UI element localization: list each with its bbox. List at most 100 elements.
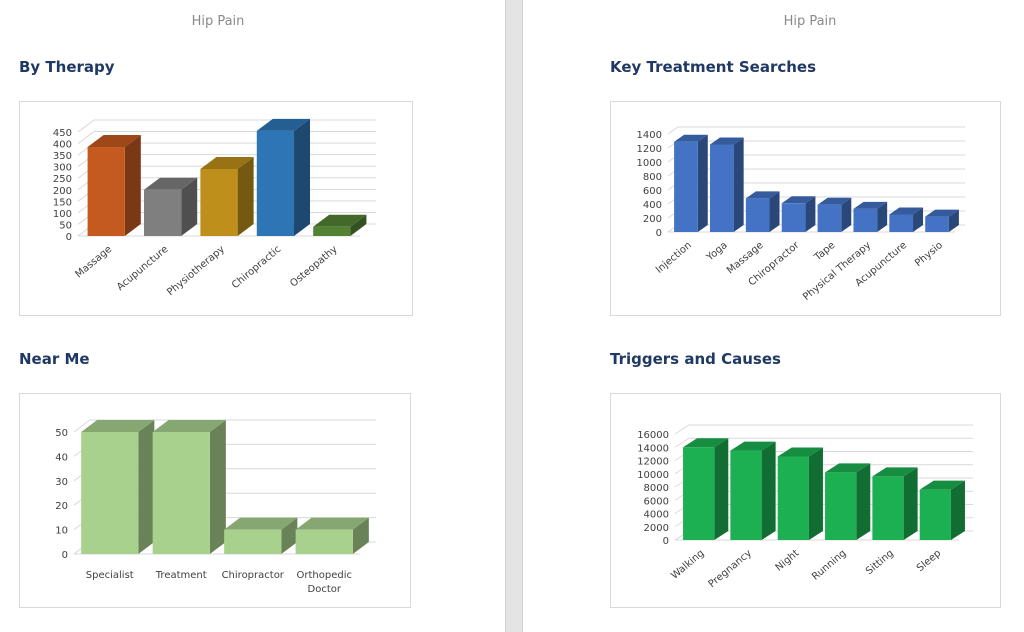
bar-top: [256, 118, 311, 131]
bar-front: [872, 476, 904, 540]
bar-top: [674, 134, 708, 142]
bar-pregnancy: [730, 441, 776, 540]
x-tick-label: Specialist: [86, 570, 134, 581]
bar-top: [313, 214, 367, 227]
bar-side: [237, 156, 254, 236]
bar-top: [709, 137, 744, 145]
bar-physio: [925, 209, 959, 232]
chart-key-treatment-searches: 0 200 400 600 800 1000 1200 1400 Injection Yoga Ma…: [610, 101, 1001, 316]
x-tick-label: Sleep: [915, 548, 943, 574]
bar-side: [714, 438, 729, 540]
gridline-side: [73, 419, 91, 433]
bar-night: [777, 447, 823, 540]
x-tick-label: Orthopedic: [297, 570, 352, 581]
bar-side: [950, 480, 965, 540]
bar-side: [209, 420, 226, 554]
bar-top: [152, 420, 226, 432]
gridline-side: [77, 119, 95, 133]
bar-physical-therapy: [853, 201, 888, 232]
bar-front: [825, 472, 857, 540]
bar-chiropractor: [224, 517, 298, 554]
x-tick-label: Physical Therapy: [801, 240, 873, 303]
bar-top: [683, 438, 729, 448]
y-tick-label: 4000: [644, 510, 669, 521]
bar-sitting: [872, 467, 918, 540]
bar-running: [825, 463, 871, 540]
bar-top: [143, 177, 198, 190]
y-tick-label: 16000: [637, 430, 669, 441]
page-header-title: Hip Pain: [191, 14, 245, 29]
bar-top: [872, 467, 918, 477]
y-tick-label: 10000: [637, 470, 669, 481]
x-tick-label: Chiropractic: [230, 244, 283, 291]
y-tick-label: 12000: [637, 457, 669, 468]
x-tick-label: Running: [810, 548, 848, 583]
bar-front: [781, 203, 806, 232]
x-tick-label: Night: [774, 548, 802, 574]
x-tick-label: Yoga: [704, 240, 730, 264]
bar-top: [224, 517, 298, 530]
bar-front: [730, 450, 762, 540]
bar-front: [674, 141, 698, 232]
page-gutter-left-edge: [505, 0, 506, 632]
bar-top: [777, 447, 823, 457]
y-tick-label: 100: [53, 209, 72, 220]
bar-front: [853, 208, 878, 232]
bar-front: [200, 168, 238, 236]
bar-top: [853, 201, 888, 209]
x-tick-label: Physio: [913, 240, 945, 269]
chart-near-me: 0 10 20 30 40 50 Specialist Treatment Chiropract…: [19, 393, 411, 608]
bar-side: [808, 447, 823, 540]
bar-front: [152, 432, 210, 554]
bar-side: [769, 191, 780, 232]
x-tick-label: Walking: [669, 548, 706, 582]
gridline-side: [674, 437, 690, 448]
bar-specialist: [81, 420, 155, 554]
bar-side: [856, 463, 871, 540]
bar-walking: [683, 438, 729, 540]
bar-front: [817, 204, 842, 232]
y-tick-label: 6000: [644, 496, 669, 507]
bar-top: [730, 441, 776, 451]
document-page-left: Hip Pain By Therapy 0 50 100 150 200 250 300 35…: [0, 0, 505, 632]
bar-front: [256, 130, 295, 236]
bar-acupuncture: [143, 177, 198, 236]
bar-front: [143, 189, 182, 236]
bar-osteopathy: [313, 214, 367, 236]
triggers-and-causes-plot: 0 2000 4000 6000 8000 10000 12000 14000 16000 Wal…: [637, 424, 973, 590]
bar-massage: [87, 135, 141, 236]
chart-triggers-and-causes: 0 2000 4000 6000 8000 10000 12000 14000 16000 Wal…: [610, 393, 1001, 608]
y-tick-label: 1000: [637, 158, 662, 169]
x-tick-label: Tape: [812, 240, 838, 264]
y-tick-label: 350: [53, 151, 72, 162]
y-tick-label: 10: [55, 526, 68, 537]
y-tick-label: 150: [53, 197, 72, 208]
page-header-title: Hip Pain: [783, 14, 837, 29]
bar-side: [948, 209, 959, 232]
bar-front: [919, 489, 951, 540]
bar-top: [81, 420, 155, 432]
y-tick-label: 50: [59, 220, 72, 231]
bar-front: [313, 226, 351, 236]
y-tick-label: 0: [62, 550, 68, 561]
bar-side: [281, 517, 298, 554]
y-tick-label: 200: [53, 186, 72, 197]
y-tick-label: 400: [53, 140, 72, 151]
x-tick-label: Physiotherapy: [165, 244, 227, 298]
x-tick-label: Chiropractor: [222, 570, 285, 581]
bar-side: [733, 137, 744, 232]
bar-front: [709, 144, 734, 232]
y-tick-label: 40: [55, 452, 68, 463]
y-tick-label: 300: [53, 163, 72, 174]
y-tick-label: 250: [53, 174, 72, 185]
bar-top: [919, 480, 965, 490]
bar-front: [683, 447, 715, 540]
bar-side: [352, 517, 369, 554]
bar-side: [138, 420, 155, 554]
x-tick-label: Massage: [73, 244, 114, 281]
y-tick-label: 0: [663, 536, 669, 547]
bar-injection: [674, 134, 708, 232]
chart-by-therapy: 0 50 100 150 200 250 300 350 400 450 Massage Acupun…: [19, 101, 413, 316]
bar-top: [889, 207, 924, 215]
y-tick-label: 0: [66, 232, 72, 243]
